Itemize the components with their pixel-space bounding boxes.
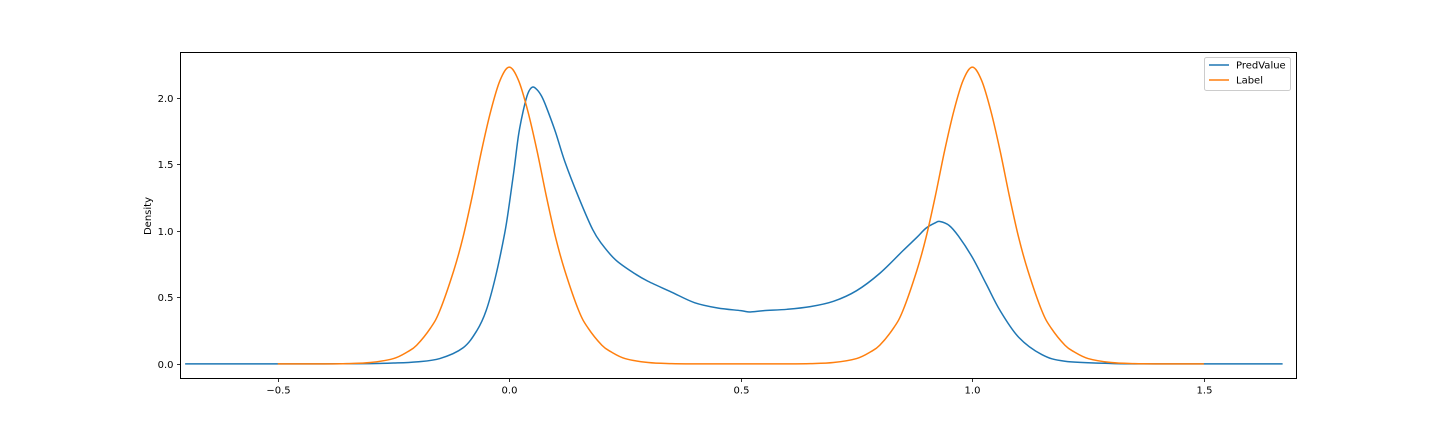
y-tick-label: 0.0	[158, 360, 174, 371]
series-layer	[185, 66, 1283, 365]
series-line-predvalue	[185, 86, 1283, 365]
legend-label-label: Label	[1236, 76, 1263, 87]
y-tick-label: 1.5	[158, 160, 174, 171]
x-tick-label: −0.5	[266, 386, 290, 397]
plot-frame	[180, 52, 1297, 379]
x-tick-label: 1.0	[965, 386, 981, 397]
x-axis: −0.5 0.0 0.5 1.0 1.5	[266, 378, 1213, 397]
y-tick-label: 1.0	[158, 227, 174, 238]
x-tick-label: 1.5	[1197, 386, 1213, 397]
y-axis: 0.0 0.5 1.0 1.5 2.0	[158, 94, 181, 371]
y-tick-label: 2.0	[158, 94, 174, 105]
legend: PredValue Label	[1204, 57, 1291, 91]
y-axis-label: Density	[143, 197, 154, 235]
x-tick-label: 0.0	[502, 386, 518, 397]
legend-label-predvalue: PredValue	[1236, 61, 1286, 72]
x-tick-label: 0.5	[734, 386, 750, 397]
series-line-label	[277, 66, 1204, 365]
y-tick-label: 0.5	[158, 293, 174, 304]
